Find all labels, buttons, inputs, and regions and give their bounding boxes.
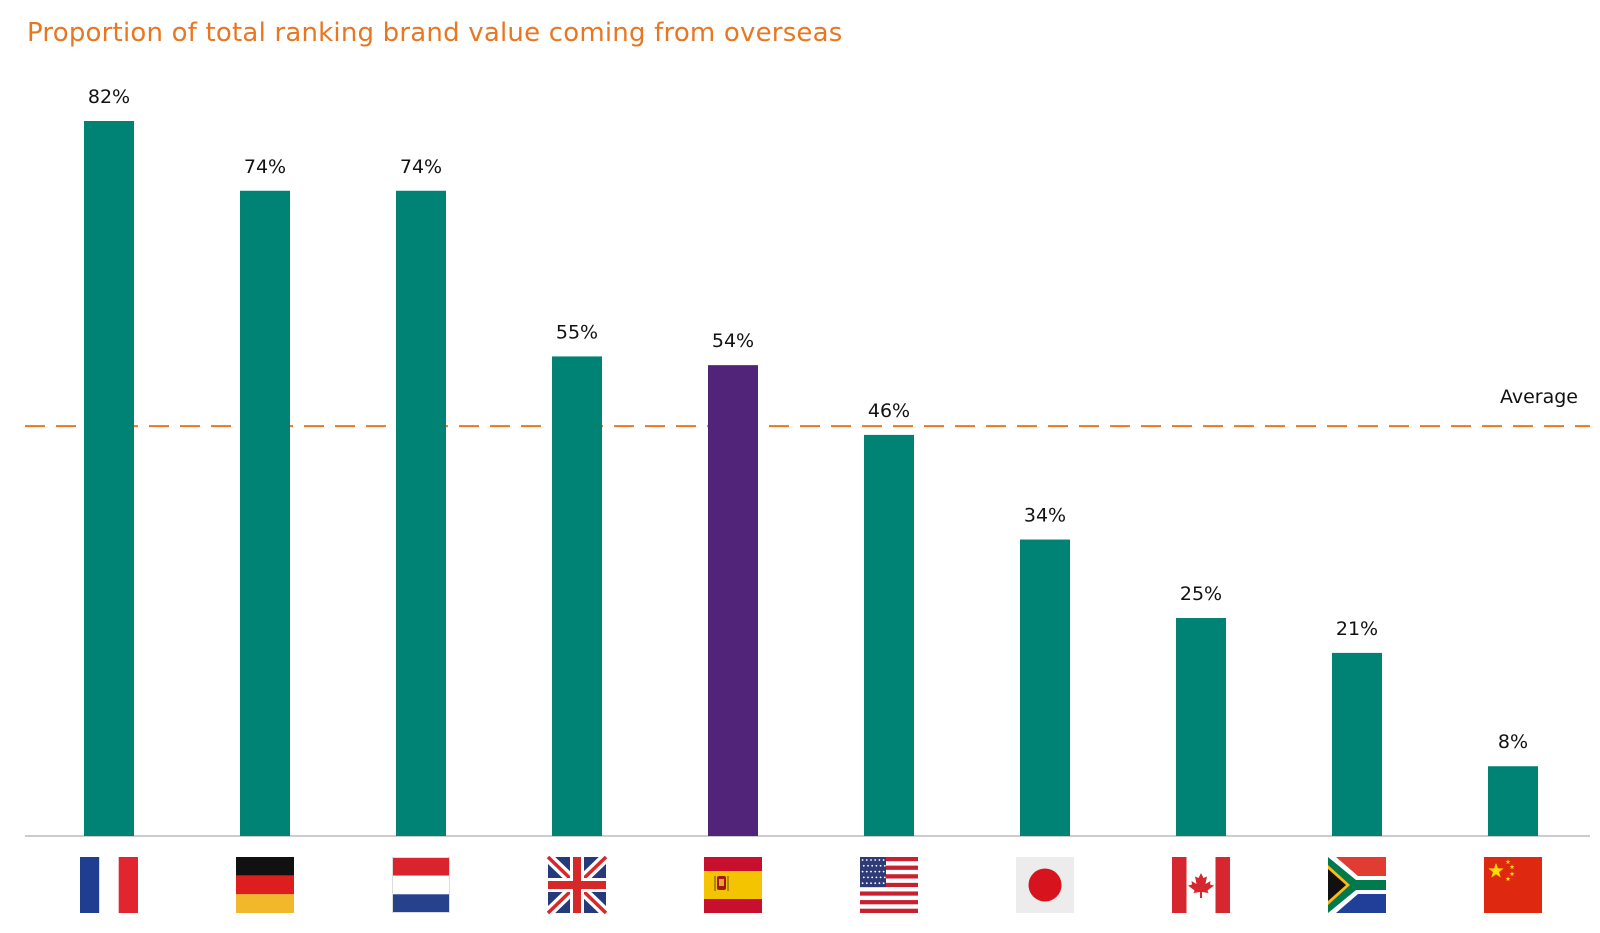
bar-united-states xyxy=(864,434,914,836)
bar-germany xyxy=(240,190,290,836)
bar-france xyxy=(84,121,134,836)
data-label: 82% xyxy=(88,86,130,108)
data-label: 25% xyxy=(1180,583,1222,605)
south-africa-flag-icon xyxy=(1328,857,1386,913)
data-label: 74% xyxy=(244,156,286,178)
japan-flag-icon xyxy=(1016,857,1074,913)
bar-japan xyxy=(1020,539,1070,836)
usa-flag-icon xyxy=(860,857,918,913)
bar-united-kingdom xyxy=(552,356,602,836)
bar-canada xyxy=(1176,618,1226,836)
bar-china xyxy=(1488,766,1538,836)
bar-spain xyxy=(708,365,758,836)
data-label: 55% xyxy=(556,321,598,343)
bar-netherlands xyxy=(396,190,446,836)
data-label: 21% xyxy=(1336,618,1378,640)
germany-flag-icon xyxy=(236,857,294,913)
data-label: 74% xyxy=(400,156,442,178)
canada-flag-icon xyxy=(1172,857,1230,913)
chart-title: Proportion of total ranking brand value … xyxy=(27,18,843,48)
data-label: 8% xyxy=(1498,731,1528,753)
netherlands-flag-icon xyxy=(392,857,450,913)
france-flag-icon xyxy=(80,857,138,913)
data-label: 34% xyxy=(1024,505,1066,527)
data-label: 46% xyxy=(868,400,910,422)
uk-flag-icon xyxy=(544,853,610,917)
spain-flag-icon xyxy=(704,857,762,913)
bar-south-africa xyxy=(1332,652,1382,836)
data-label: 54% xyxy=(712,330,754,352)
average-label: Average xyxy=(1500,386,1578,408)
china-flag-icon xyxy=(1484,857,1542,913)
